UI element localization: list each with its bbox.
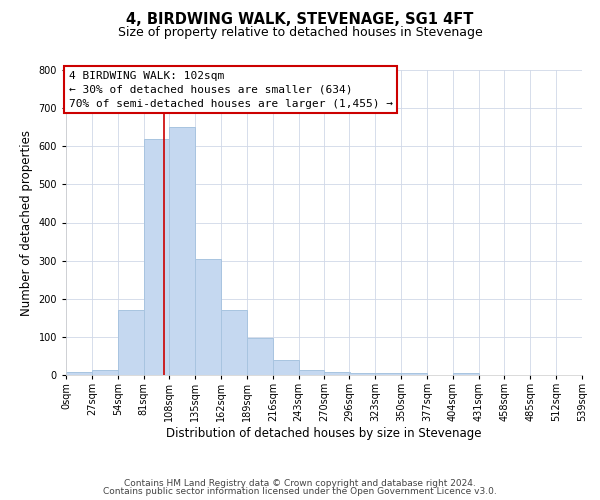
Bar <box>247 338 273 375</box>
Bar <box>66 372 92 375</box>
Bar <box>143 138 169 375</box>
Bar <box>453 373 479 375</box>
Bar <box>299 370 325 375</box>
Bar <box>169 127 195 375</box>
Bar <box>401 373 427 375</box>
Bar <box>325 372 350 375</box>
Text: Size of property relative to detached houses in Stevenage: Size of property relative to detached ho… <box>118 26 482 39</box>
Text: Contains public sector information licensed under the Open Government Licence v3: Contains public sector information licen… <box>103 487 497 496</box>
Text: 4 BIRDWING WALK: 102sqm
← 30% of detached houses are smaller (634)
70% of semi-d: 4 BIRDWING WALK: 102sqm ← 30% of detache… <box>68 70 392 108</box>
Bar <box>195 258 221 375</box>
Bar <box>375 373 401 375</box>
Bar <box>92 370 118 375</box>
Bar <box>221 310 247 375</box>
X-axis label: Distribution of detached houses by size in Stevenage: Distribution of detached houses by size … <box>166 427 482 440</box>
Bar <box>349 373 375 375</box>
Text: Contains HM Land Registry data © Crown copyright and database right 2024.: Contains HM Land Registry data © Crown c… <box>124 478 476 488</box>
Text: 4, BIRDWING WALK, STEVENAGE, SG1 4FT: 4, BIRDWING WALK, STEVENAGE, SG1 4FT <box>127 12 473 28</box>
Bar <box>273 360 299 375</box>
Bar <box>118 310 143 375</box>
Y-axis label: Number of detached properties: Number of detached properties <box>20 130 33 316</box>
